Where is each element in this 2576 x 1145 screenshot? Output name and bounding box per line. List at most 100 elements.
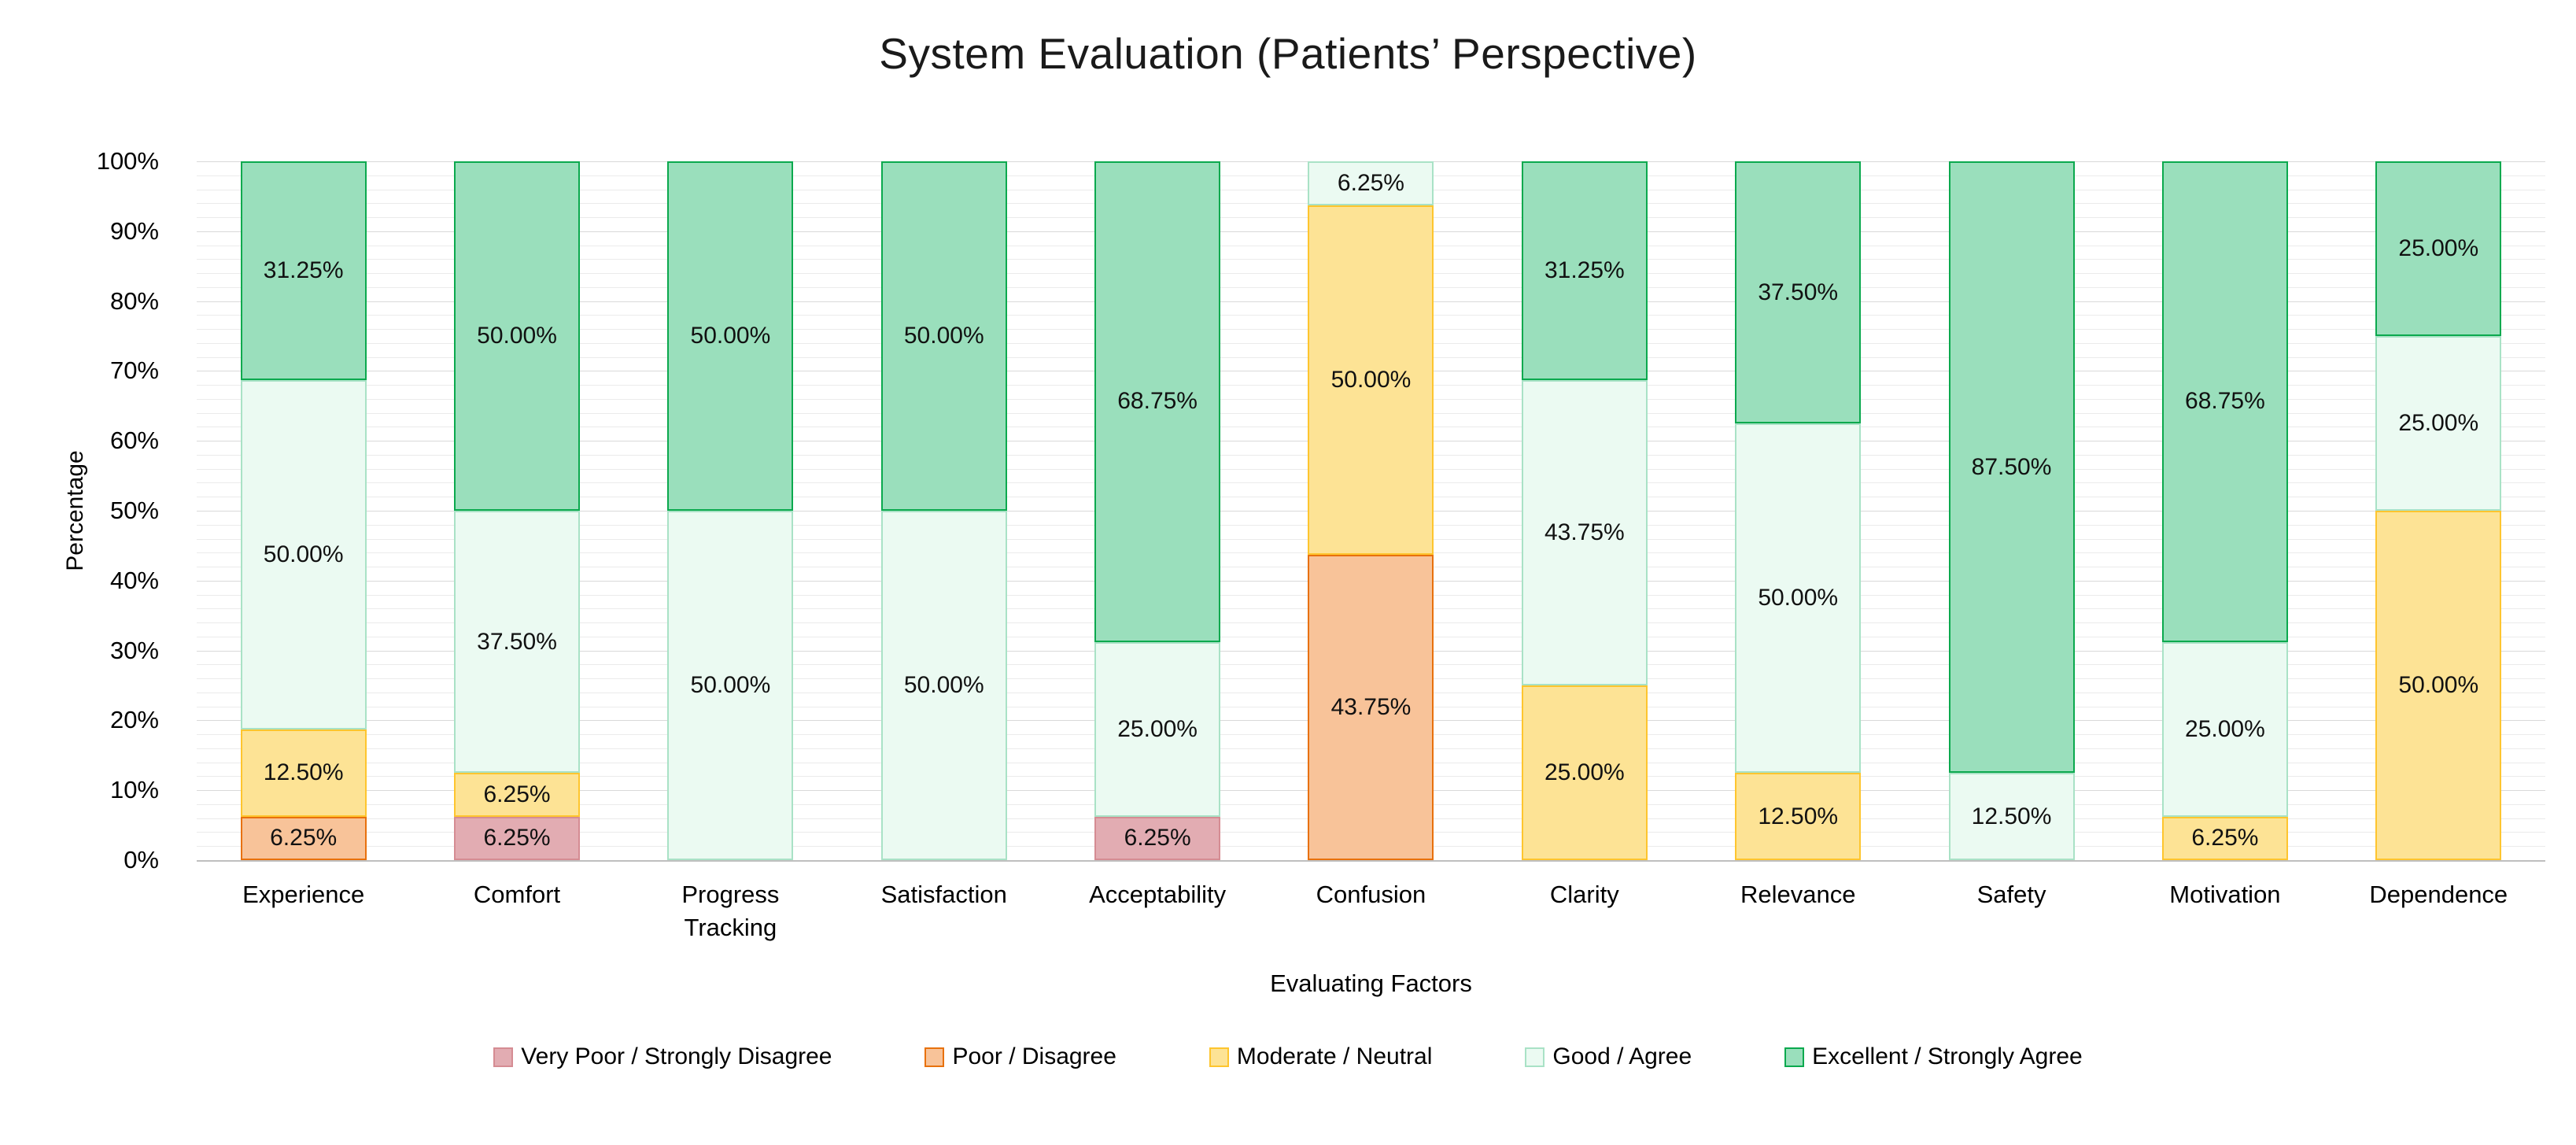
legend-swatch-icon bbox=[1525, 1047, 1545, 1067]
bar-segment: 6.25% bbox=[1094, 816, 1221, 860]
bar-segment: 31.25% bbox=[1521, 161, 1648, 380]
bar-segment: 68.75% bbox=[2161, 161, 2288, 642]
chart-title: System Evaluation (Patients’ Perspective… bbox=[879, 29, 1697, 78]
bar-segment: 43.75% bbox=[1521, 379, 1648, 685]
bar-value-label: 31.25% bbox=[263, 257, 344, 283]
bar-value-label: 50.00% bbox=[903, 323, 984, 349]
bar-value-label: 87.50% bbox=[1971, 453, 2052, 480]
bar-slot-progress-tracking: 50.00% 50.00% bbox=[624, 161, 837, 860]
bar-segment: 25.00% bbox=[2161, 641, 2288, 817]
bar-segment: 6.25% bbox=[1308, 161, 1434, 205]
bar-slot-dependence: 50.00% 25.00% 25.00% bbox=[2332, 161, 2545, 860]
legend-swatch-icon bbox=[1209, 1047, 1229, 1067]
bar-value-label: 12.50% bbox=[1758, 803, 1839, 829]
bar-slot-acceptability: 6.25% 25.00% 68.75% bbox=[1050, 161, 1264, 860]
bar-value-label: 6.25% bbox=[1337, 169, 1404, 196]
bar-segment: 6.25% bbox=[454, 773, 581, 817]
bar-value-label: 50.00% bbox=[690, 672, 771, 698]
bar-segment: 50.00% bbox=[240, 379, 367, 729]
bar-segment: 25.00% bbox=[1094, 641, 1221, 817]
x-tick-label: Progress Tracking bbox=[681, 881, 780, 941]
y-axis-tick-labels: 0% 10% 20% 30% 40% 50% 60% 70% 80% 90% 100% bbox=[0, 148, 178, 874]
bar-segment: 43.75% bbox=[1308, 554, 1434, 860]
legend-label: Good / Agree bbox=[1552, 1043, 1692, 1069]
bar-segment: 12.50% bbox=[1735, 773, 1862, 860]
bar-segment: 50.00% bbox=[1308, 205, 1434, 555]
plot-area: 6.25% 12.50% 50.00% 31.25% 6.25% 6.25% 37.50% 5… bbox=[197, 161, 2545, 862]
y-tick-label: 50% bbox=[109, 497, 159, 524]
x-axis-tick-labels: Experience Comfort Progress Tracking Satisf… bbox=[197, 878, 2545, 944]
bar-value-label: 25.00% bbox=[1117, 715, 1198, 742]
x-tick-label: Clarity bbox=[1549, 881, 1619, 908]
y-tick-label: 10% bbox=[109, 776, 159, 804]
bar-slot-satisfaction: 50.00% 50.00% bbox=[837, 161, 1050, 860]
legend-swatch-icon bbox=[493, 1047, 514, 1067]
bar-value-label: 50.00% bbox=[903, 672, 984, 698]
bar-stack: 50.00% 25.00% 25.00% bbox=[2375, 161, 2502, 860]
bar-slot-motivation: 6.25% 25.00% 68.75% bbox=[2118, 161, 2331, 860]
bar-value-label: 37.50% bbox=[1758, 279, 1839, 305]
y-tick-label: 80% bbox=[109, 286, 159, 315]
bar-stack: 25.00% 43.75% 31.25% bbox=[1521, 161, 1648, 860]
bar-stack: 6.25% 6.25% 37.50% 50.00% bbox=[454, 161, 581, 860]
legend-swatch-icon bbox=[1784, 1047, 1805, 1067]
bar-value-label: 6.25% bbox=[270, 825, 338, 851]
bar-slot-comfort: 6.25% 6.25% 37.50% 50.00% bbox=[410, 161, 623, 860]
bar-stack: 50.00% 50.00% bbox=[667, 161, 794, 860]
bar-segment: 68.75% bbox=[1094, 161, 1221, 642]
legend-item: Excellent / Strongly Agree bbox=[1784, 1043, 2083, 1070]
bar-value-label: 25.00% bbox=[2185, 715, 2265, 742]
bar-value-label: 6.25% bbox=[483, 825, 551, 851]
legend-item: Good / Agree bbox=[1525, 1043, 1692, 1070]
bar-segment: 25.00% bbox=[1521, 685, 1648, 860]
bar-value-label: 50.00% bbox=[690, 323, 771, 349]
legend-label: Excellent / Strongly Agree bbox=[1812, 1043, 2083, 1069]
legend-item: Very Poor / Strongly Disagree bbox=[493, 1043, 832, 1070]
x-tick-label: Confusion bbox=[1316, 881, 1426, 908]
x-tick-label: Relevance bbox=[1740, 881, 1856, 908]
bar-stack: 6.25% 25.00% 68.75% bbox=[1094, 161, 1221, 860]
bar-slot-clarity: 25.00% 43.75% 31.25% bbox=[1478, 161, 1691, 860]
x-tick-label: Dependence bbox=[2369, 881, 2508, 908]
bar-value-label: 6.25% bbox=[1124, 825, 1191, 851]
x-tick-label: Acceptability bbox=[1089, 881, 1227, 908]
bar-segment: 6.25% bbox=[2161, 816, 2288, 860]
bar-value-label: 6.25% bbox=[483, 781, 551, 807]
bar-value-label: 50.00% bbox=[477, 323, 557, 349]
y-tick-label: 100% bbox=[96, 147, 159, 175]
bar-segment: 50.00% bbox=[454, 161, 581, 511]
bar-value-label: 12.50% bbox=[263, 759, 344, 785]
bar-value-label: 50.00% bbox=[263, 541, 344, 567]
bar-value-label: 50.00% bbox=[2398, 672, 2479, 698]
y-tick-label: 0% bbox=[124, 846, 159, 874]
y-tick-label: 90% bbox=[109, 216, 159, 245]
legend-label: Moderate / Neutral bbox=[1236, 1043, 1433, 1069]
legend-label: Poor / Disagree bbox=[952, 1043, 1116, 1069]
bar-segment: 37.50% bbox=[1735, 161, 1862, 423]
legend-swatch-icon bbox=[924, 1047, 945, 1067]
bar-segment: 50.00% bbox=[667, 161, 794, 511]
bar-segment: 6.25% bbox=[240, 816, 367, 860]
bar-segment: 50.00% bbox=[2375, 511, 2502, 860]
bar-value-label: 68.75% bbox=[2185, 388, 2265, 415]
bar-value-label: 37.50% bbox=[477, 628, 557, 655]
bar-value-label: 25.00% bbox=[1544, 759, 1625, 785]
bar-segment: 50.00% bbox=[880, 511, 1007, 860]
bar-segment: 12.50% bbox=[240, 729, 367, 817]
bar-value-label: 25.00% bbox=[2398, 410, 2479, 436]
bar-segment: 50.00% bbox=[667, 511, 794, 860]
bar-segment: 6.25% bbox=[454, 816, 581, 860]
y-tick-label: 40% bbox=[109, 566, 159, 594]
y-tick-label: 60% bbox=[109, 427, 159, 455]
legend-item: Poor / Disagree bbox=[924, 1043, 1116, 1070]
bar-stack: 12.50% 87.50% bbox=[1948, 161, 2075, 860]
bar-segment: 87.50% bbox=[1948, 161, 2075, 773]
bar-value-label: 6.25% bbox=[2191, 825, 2259, 851]
bar-value-label: 68.75% bbox=[1117, 388, 1198, 415]
bar-stack: 12.50% 50.00% 37.50% bbox=[1735, 161, 1862, 860]
bar-value-label: 50.00% bbox=[1758, 585, 1839, 611]
bar-segment: 37.50% bbox=[454, 511, 581, 773]
y-tick-label: 20% bbox=[109, 706, 159, 734]
y-tick-label: 70% bbox=[109, 356, 159, 385]
